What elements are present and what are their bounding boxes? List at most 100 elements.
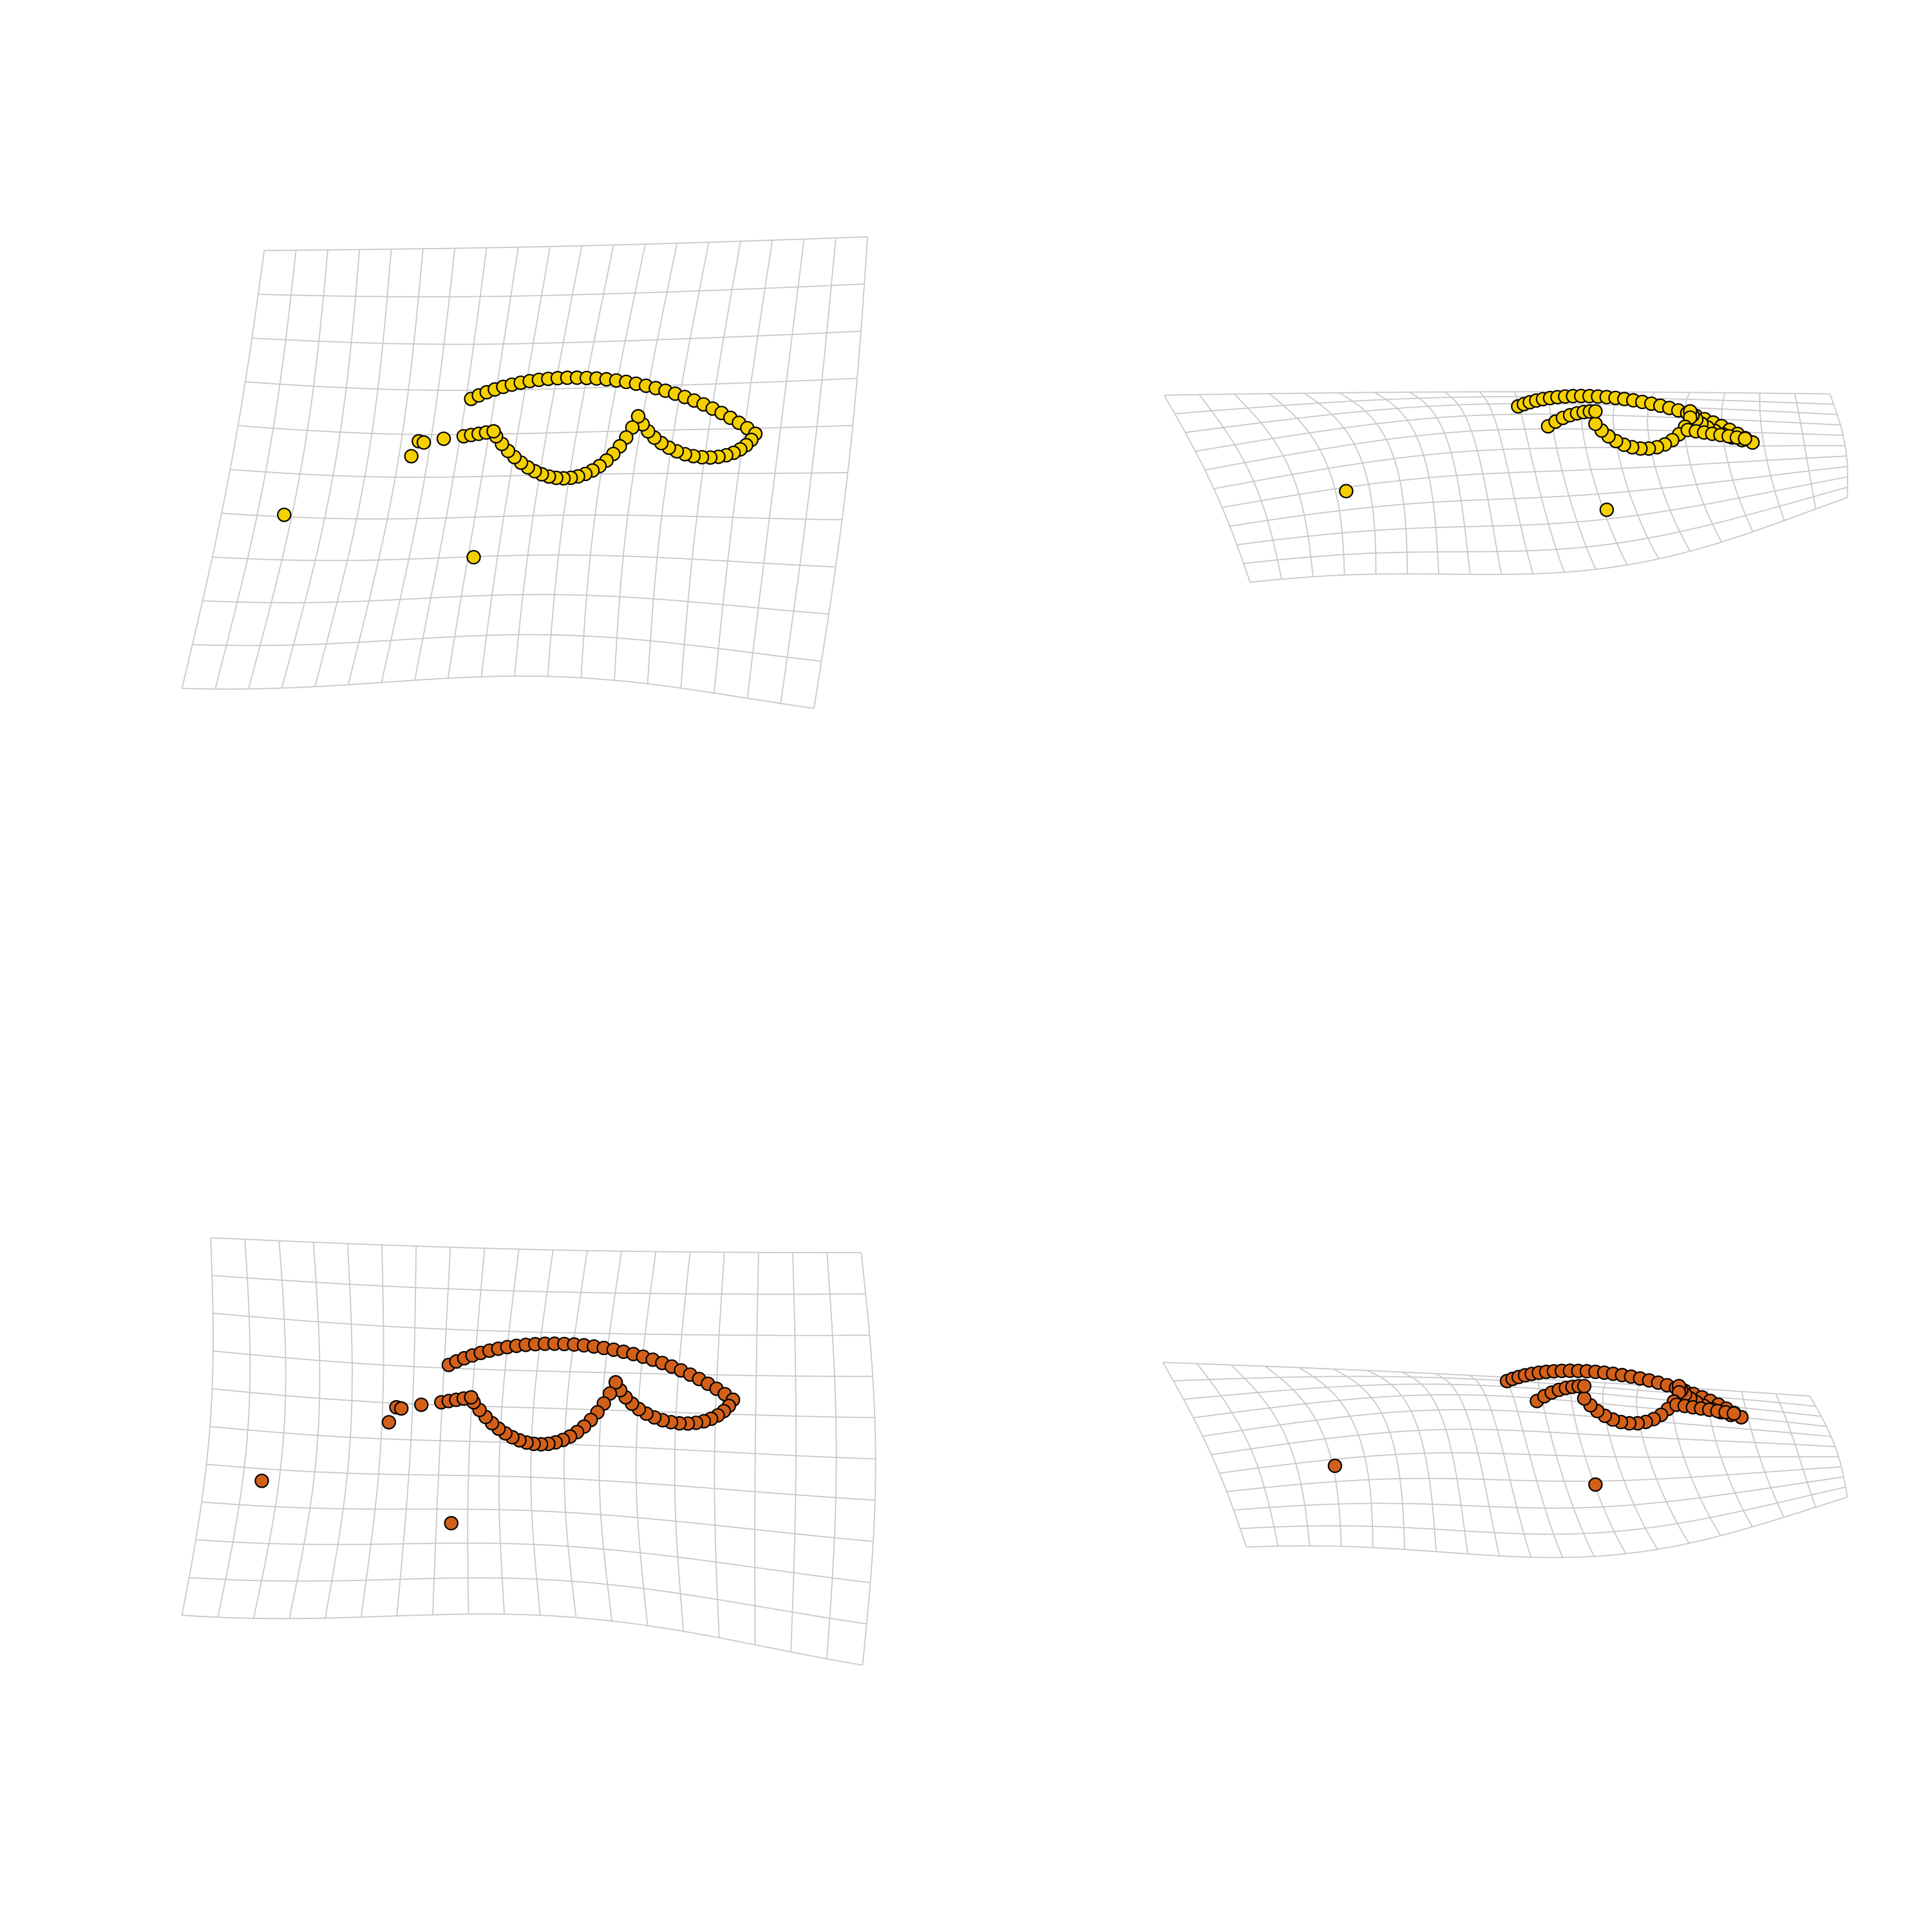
bottom-right-landmark-point	[1727, 1406, 1741, 1421]
top-left-grid-line-vertical	[714, 240, 773, 694]
bottom-left-grid-line-vertical	[714, 1252, 725, 1638]
top-right-grid-line-horizontal	[1175, 395, 1834, 415]
top-left-grid-line-vertical	[281, 249, 361, 688]
top-left-landmark-point	[466, 550, 481, 565]
top-right-grid-line-vertical	[1198, 394, 1282, 580]
top-right-grid-line-vertical	[1444, 391, 1502, 575]
bottom-right-grid-line-vertical	[1230, 1364, 1311, 1546]
top-left-grid-line-horizontal	[258, 283, 865, 298]
bottom-left-landmark-point	[254, 1473, 269, 1488]
bottom-right-grid-line-vertical	[1298, 1367, 1374, 1548]
top-right-landmark-point	[1599, 502, 1615, 517]
bottom-left-landmark-point	[381, 1415, 397, 1430]
top-left-grid-line-vertical	[414, 247, 488, 681]
top-left-grid-line-horizontal	[252, 330, 861, 345]
top-left-landmark-point	[416, 435, 431, 450]
panel-bottom-left-front-view	[181, 1237, 876, 1666]
top-right-grid-line-horizontal	[1243, 486, 1848, 564]
top-right-landmark-point	[1588, 404, 1603, 419]
bottom-right-grid-line-vertical	[1469, 1374, 1532, 1558]
bottom-left-grid-line-vertical	[289, 1242, 321, 1619]
top-right-grid-line-horizontal	[1250, 497, 1848, 583]
bottom-left-grid-line-vertical	[826, 1253, 837, 1659]
top-left-grid-line-vertical	[447, 247, 519, 679]
bottom-right-grid-line-horizontal	[1162, 1361, 1810, 1397]
bottom-left-grid-line-horizontal	[212, 1274, 866, 1295]
bottom-right-landmark-point	[1577, 1391, 1592, 1406]
bottom-left-landmark-point	[414, 1397, 429, 1412]
bottom-left-landmark-point	[444, 1515, 459, 1531]
top-left-grid-line-vertical	[181, 250, 265, 689]
bottom-left-grid-line-vertical	[790, 1252, 797, 1653]
bottom-left-grid-line-vertical	[360, 1245, 384, 1618]
top-left-grid-line-vertical	[314, 249, 392, 687]
bottom-right-landmark-point	[1327, 1458, 1343, 1473]
bottom-left-grid-line-vertical	[252, 1240, 287, 1619]
bottom-right-grid-line-horizontal	[1226, 1466, 1842, 1493]
bottom-right-landmark-point	[1588, 1477, 1603, 1492]
bottom-left-grid-line-horizontal	[202, 1501, 874, 1542]
top-left-grid-line-vertical	[780, 238, 837, 704]
top-right-landmark-point	[1738, 431, 1752, 446]
top-left-grid-line-vertical	[614, 243, 678, 681]
bottom-right-grid-line-horizontal	[1202, 1408, 1832, 1437]
panel-top-right-oblique-view	[1164, 388, 1848, 583]
bottom-right-grid-line-horizontal	[1233, 1476, 1844, 1511]
bottom-left-grid-line-horizontal	[213, 1312, 870, 1336]
bottom-left-grid-line-horizontal	[182, 1613, 863, 1666]
top-right-grid-line-horizontal	[1229, 466, 1848, 527]
bottom-left-grid-line-vertical	[181, 1237, 214, 1616]
top-right-grid-line-horizontal	[1213, 445, 1846, 489]
top-left-grid-line-horizontal	[212, 554, 836, 568]
top-right-grid-line-vertical	[1164, 395, 1251, 583]
top-right-grid-line-horizontal	[1236, 476, 1848, 545]
bottom-right-grid-line-vertical	[1435, 1373, 1501, 1557]
bottom-left-grid-line-vertical	[396, 1245, 417, 1616]
bottom-left-grid-line-horizontal	[211, 1237, 862, 1254]
top-left-grid-line-horizontal	[230, 469, 848, 478]
panel-bottom-right-oblique-view	[1162, 1361, 1848, 1558]
top-right-landmark-point	[1339, 484, 1354, 498]
panel-top-left-front-view	[181, 236, 868, 709]
bottom-left-grid-line-vertical	[754, 1252, 759, 1645]
bottom-right-grid-line-horizontal	[1246, 1497, 1848, 1558]
top-left-grid-line-vertical	[746, 239, 805, 699]
bottom-left-grid-line-vertical	[674, 1252, 691, 1632]
bottom-left-landmark-point	[464, 1390, 478, 1405]
top-right-grid-line-horizontal	[1164, 391, 1830, 396]
bottom-left-grid-line-vertical	[598, 1251, 623, 1622]
bottom-left-grid-line-vertical	[432, 1247, 451, 1615]
bottom-left-grid-line-vertical	[467, 1248, 486, 1615]
top-right-grid-line-vertical	[1303, 392, 1377, 574]
top-left-grid-line-horizontal	[202, 594, 829, 615]
bottom-right-grid-line-horizontal	[1240, 1486, 1846, 1535]
bottom-right-grid-line-vertical	[1264, 1365, 1342, 1547]
top-right-landmark-point	[1588, 416, 1603, 431]
top-left-landmark-point	[486, 424, 501, 439]
top-left-grid-line-horizontal	[245, 377, 858, 391]
bottom-left-grid-line-horizontal	[189, 1577, 867, 1625]
bottom-left-landmark-point	[394, 1401, 409, 1416]
bottom-left-grid-line-horizontal	[206, 1463, 875, 1501]
top-right-grid-line-vertical	[1479, 391, 1534, 574]
bottom-left-landmark-point	[608, 1375, 623, 1390]
bottom-right-landmark-point	[1577, 1379, 1592, 1394]
bottom-left-grid-line-horizontal	[195, 1539, 871, 1584]
bottom-right-grid-line-vertical	[1196, 1363, 1279, 1546]
bottom-left-grid-line-horizontal	[212, 1388, 875, 1419]
top-right-grid-line-horizontal	[1222, 455, 1847, 508]
top-left-landmark-point	[404, 449, 419, 464]
top-left-grid-line-vertical	[381, 248, 456, 683]
top-left-grid-line-horizontal	[222, 513, 842, 520]
top-left-grid-line-horizontal	[182, 676, 815, 709]
bottom-left-grid-line-vertical	[635, 1251, 657, 1626]
top-left-grid-line-horizontal	[192, 634, 822, 662]
top-left-landmark-point	[277, 507, 292, 522]
top-left-grid-line-horizontal	[264, 236, 868, 251]
bottom-left-grid-line-horizontal	[213, 1350, 873, 1378]
top-right-grid-line-horizontal	[1185, 402, 1837, 433]
bottom-right-grid-line-horizontal	[1211, 1428, 1835, 1455]
top-left-landmark-point	[630, 409, 646, 424]
bottom-right-grid-line-vertical	[1775, 1393, 1817, 1508]
